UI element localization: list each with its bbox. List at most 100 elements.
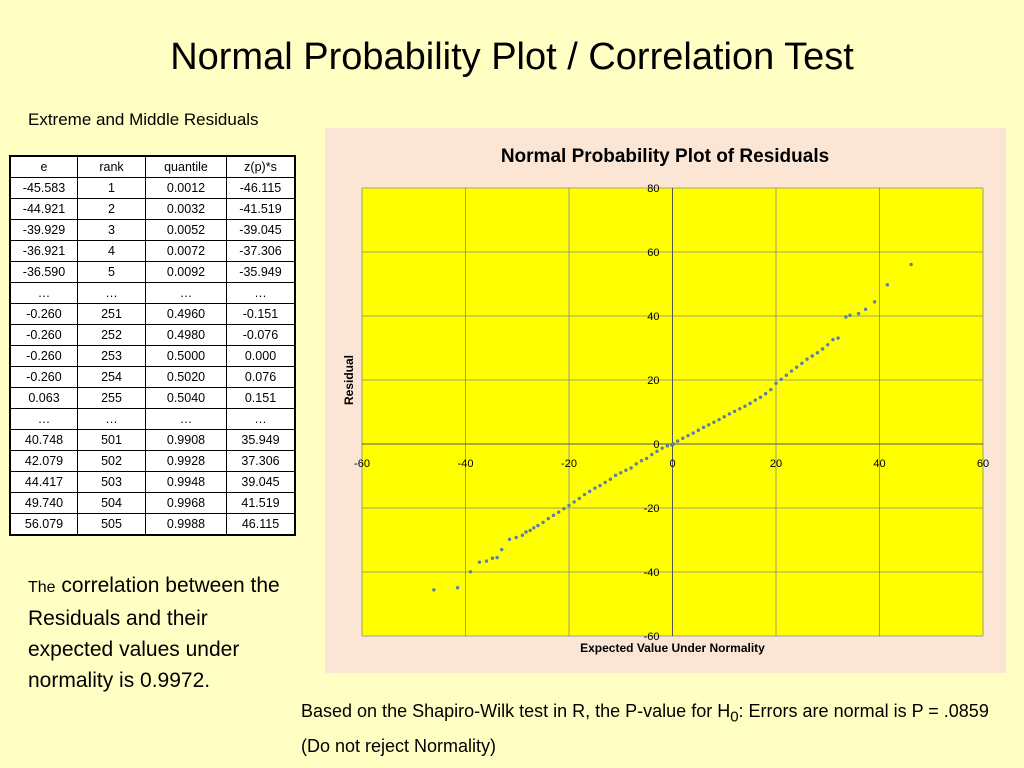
data-point xyxy=(495,555,499,560)
data-point xyxy=(727,412,732,416)
table-cell: 0.4960 xyxy=(145,303,227,325)
table-cell: … xyxy=(9,282,78,304)
data-point xyxy=(619,471,623,475)
table-cell: 253 xyxy=(77,345,146,367)
data-point xyxy=(758,395,763,399)
table-cell: -45.583 xyxy=(9,177,78,199)
sw-text-part-1: Based on the Shapiro-Wilk test in R, the… xyxy=(301,701,731,721)
data-point xyxy=(624,468,628,472)
data-point xyxy=(831,337,835,342)
data-point xyxy=(507,537,512,542)
data-point xyxy=(707,423,711,427)
table-cell: 5 xyxy=(77,261,146,283)
data-point xyxy=(701,425,706,430)
column-header: e xyxy=(9,155,78,178)
data-point xyxy=(572,500,576,504)
table-caption: Extreme and Middle Residuals xyxy=(28,110,259,129)
correlation-lead-word: The xyxy=(28,579,56,596)
data-point xyxy=(784,373,789,377)
table-row: -0.260 254 0.5020 0.076 xyxy=(9,366,296,388)
table-cell: 44.417 xyxy=(9,471,78,493)
data-point xyxy=(800,361,804,366)
data-point xyxy=(598,483,602,488)
correlation-note: The correlation between the Residuals an… xyxy=(28,570,283,696)
data-point xyxy=(815,351,820,355)
data-point xyxy=(644,456,649,461)
table-cell: … xyxy=(77,282,146,304)
table-header-row: e rank quantile z(p)*s xyxy=(9,155,296,178)
column-header: z(p)*s xyxy=(226,155,296,178)
table-cell: 49.740 xyxy=(9,492,78,514)
table-cell: … xyxy=(77,408,146,430)
data-point xyxy=(593,486,597,490)
data-point xyxy=(556,510,561,514)
y-tick-label: 80 xyxy=(647,183,659,195)
table-cell: -0.260 xyxy=(9,366,78,388)
data-point xyxy=(732,409,737,414)
data-point xyxy=(582,492,587,497)
data-point xyxy=(514,535,518,540)
data-point xyxy=(532,526,536,530)
sw-subscript: 0 xyxy=(730,708,739,726)
table-cell: 503 xyxy=(77,471,146,493)
table-cell: 35.949 xyxy=(226,429,296,451)
x-tick-label: 20 xyxy=(770,458,782,470)
correlation-text: correlation between the Residuals and th… xyxy=(28,574,280,692)
table-cell: -36.921 xyxy=(9,240,78,262)
table-cell: 254 xyxy=(77,366,146,388)
chart-panel: Normal Probability Plot of Residuals -60… xyxy=(325,128,1006,673)
table-row: -39.929 3 0.0052 -39.045 xyxy=(9,219,296,241)
table-cell: 1 xyxy=(77,177,146,199)
table-cell: -41.519 xyxy=(226,198,296,220)
table-cell: -35.949 xyxy=(226,261,296,283)
table-cell: 505 xyxy=(77,513,146,536)
table-cell: 56.079 xyxy=(9,513,78,536)
table-cell: 0.9908 xyxy=(145,429,227,451)
table-cell: -36.590 xyxy=(9,261,78,283)
table-cell: 504 xyxy=(77,492,146,514)
data-point xyxy=(546,516,550,521)
data-point xyxy=(748,401,752,406)
table-row: 42.079 502 0.9928 37.306 xyxy=(9,450,296,472)
table-cell: 0.076 xyxy=(226,366,296,388)
y-tick-label: -20 xyxy=(644,503,660,515)
table-cell: -46.115 xyxy=(226,177,296,199)
table-body: -45.583 1 0.0012 -46.115 -44.921 2 0.0032 -41.5… xyxy=(9,177,296,536)
data-point xyxy=(681,436,685,440)
table-cell: 0.4980 xyxy=(145,324,227,346)
data-point xyxy=(551,513,556,518)
data-point xyxy=(753,398,757,402)
data-point xyxy=(675,439,680,443)
x-tick-label: -60 xyxy=(354,458,370,470)
table-cell: 37.306 xyxy=(226,450,296,472)
data-point xyxy=(536,523,540,528)
table-cell: 0.0052 xyxy=(145,219,227,241)
y-tick-label: -60 xyxy=(644,631,660,643)
table-cell: 502 xyxy=(77,450,146,472)
data-point xyxy=(520,533,525,537)
data-point xyxy=(743,404,747,408)
y-tick-label: 20 xyxy=(647,375,659,387)
data-point xyxy=(691,431,695,435)
data-point xyxy=(432,588,436,592)
x-tick-label: 60 xyxy=(977,458,989,470)
column-header: quantile xyxy=(145,155,227,178)
data-point xyxy=(712,420,716,424)
data-point xyxy=(826,343,830,347)
table-cell: 0.9988 xyxy=(145,513,227,536)
y-tick-label: -40 xyxy=(644,567,660,579)
data-point xyxy=(608,477,613,481)
chart-title: Normal Probability Plot of Residuals xyxy=(501,146,829,167)
table-row: 56.079 505 0.9988 46.115 xyxy=(9,513,296,536)
table-cell: 251 xyxy=(77,303,146,325)
table-row: -45.583 1 0.0012 -46.115 xyxy=(9,177,296,199)
table-cell: 0.0012 xyxy=(145,177,227,199)
sw-text-part-2: : Errors are normal is P = .0859 (Do not… xyxy=(301,701,989,756)
table-cell: … xyxy=(9,408,78,430)
table-cell: 40.748 xyxy=(9,429,78,451)
data-point xyxy=(686,433,690,438)
table-row: ………… xyxy=(9,282,296,304)
data-point xyxy=(848,313,852,318)
table-cell: 46.115 xyxy=(226,513,296,536)
table-cell: 0.5000 xyxy=(145,345,227,367)
